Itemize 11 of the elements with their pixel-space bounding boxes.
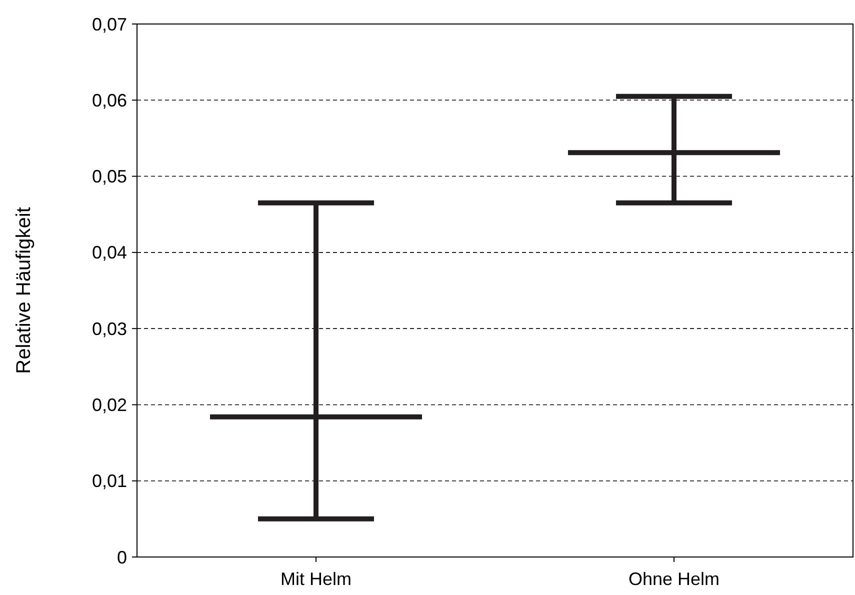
y-tick-label: 0,02 <box>92 395 127 416</box>
y-tick-label: 0,06 <box>92 90 127 110</box>
y-tick-label: 0,03 <box>92 318 127 339</box>
y-tick-label: 0,07 <box>92 14 127 34</box>
y-tick-label: 0,05 <box>92 166 127 187</box>
y-tick-label: 0 <box>116 547 127 568</box>
x-tick-label: Mit Helm <box>280 569 352 589</box>
y-tick-label: 0,04 <box>92 242 127 263</box>
x-tick-label: Ohne Helm <box>628 569 720 589</box>
y-axis-title: Relative Häufigkeit <box>13 206 35 374</box>
y-tick-label: 0,01 <box>92 471 127 492</box>
